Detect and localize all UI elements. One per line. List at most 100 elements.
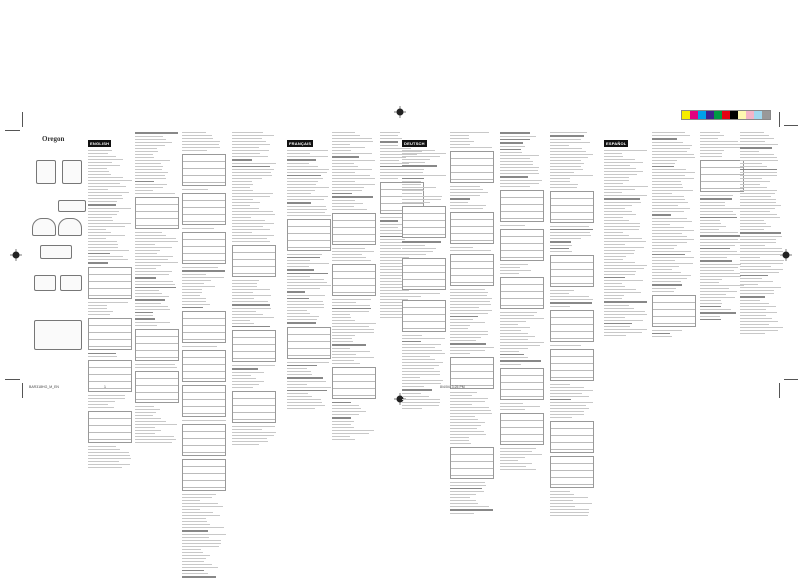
text-line: [135, 441, 173, 443]
text-line: [402, 196, 442, 197]
text-line: [332, 435, 351, 437]
text-line: [500, 344, 540, 346]
text-column: [232, 132, 276, 447]
text-line: [182, 573, 209, 574]
text-line: [700, 290, 737, 292]
text-line: [740, 193, 775, 194]
text-line: [402, 159, 430, 160]
text-line: [604, 310, 646, 312]
text-line: [604, 156, 624, 157]
text-line: [652, 263, 693, 264]
text-line: [500, 350, 520, 352]
text-line: [740, 141, 765, 142]
text-line: [652, 235, 688, 237]
text-line: [450, 322, 485, 323]
text-line: [88, 395, 126, 396]
text-line: [402, 184, 422, 185]
text-line: [450, 195, 481, 196]
text-line: [332, 359, 354, 361]
text-line: [380, 223, 423, 225]
text-line: [652, 178, 695, 179]
text-line: [182, 539, 222, 541]
text-line: [332, 153, 372, 154]
text-line: [232, 144, 271, 145]
text-line: [450, 201, 469, 203]
text-line: [332, 150, 352, 151]
text-line: [332, 168, 373, 170]
device-figure: [58, 200, 86, 212]
text-line: [380, 284, 419, 285]
text-line: [88, 310, 114, 312]
text-line: [88, 404, 108, 405]
text-line: [232, 226, 264, 227]
text-line: [182, 288, 203, 290]
text-line: [232, 428, 263, 430]
table: [88, 411, 132, 443]
text-line: [652, 214, 671, 216]
text-line: [287, 282, 327, 283]
text-line: [287, 269, 314, 271]
text-line: [135, 426, 155, 428]
text-line: [135, 174, 166, 176]
text-line: [740, 220, 765, 221]
text-line: [380, 165, 420, 167]
text-line: [380, 278, 402, 279]
table: [450, 151, 494, 183]
text-line: [232, 169, 274, 170]
text-line: [604, 186, 648, 187]
text-line: [380, 232, 406, 234]
text-line: [604, 189, 636, 190]
text-line: [380, 275, 412, 276]
text-line: [232, 371, 264, 373]
text-line: [550, 395, 589, 397]
text-line: [182, 536, 209, 538]
text-line: [380, 159, 400, 161]
table: [550, 456, 594, 488]
text-line: [740, 229, 764, 230]
text-line: [332, 165, 358, 167]
text-line: [604, 246, 645, 248]
text-line: [88, 246, 118, 248]
text-line: [135, 159, 170, 161]
text-line: [740, 244, 766, 246]
text-line: [550, 174, 593, 176]
text-line: [550, 293, 570, 294]
text-line: [287, 389, 328, 391]
text-line: [652, 181, 682, 182]
text-line: [182, 138, 213, 139]
table: [232, 245, 276, 277]
text-line: [402, 165, 437, 167]
text-line: [450, 303, 491, 305]
text-line: [232, 322, 255, 324]
text-line: [450, 288, 486, 290]
text-line: [652, 329, 682, 331]
text-line: [550, 500, 574, 501]
text-line: [740, 314, 767, 316]
text-line: [550, 150, 587, 152]
text-line: [652, 165, 675, 167]
text-line: [135, 363, 175, 365]
text-line: [135, 253, 157, 254]
text-line: [500, 145, 525, 147]
text-line: [450, 207, 483, 209]
text-line: [287, 368, 308, 369]
table: [287, 218, 331, 251]
text-line: [232, 238, 268, 239]
text-line: [652, 132, 686, 133]
text-line: [287, 193, 311, 194]
text-line: [380, 290, 409, 291]
text-line: [500, 323, 518, 325]
text-line: [402, 356, 431, 357]
text-line: [700, 132, 720, 133]
text-line: [402, 292, 441, 294]
text-line: [332, 253, 362, 255]
text-line: [740, 181, 771, 182]
text-line: [550, 138, 582, 140]
text-line: [604, 261, 636, 263]
text-line: [500, 314, 534, 316]
text-line: [550, 491, 571, 492]
text-line: [652, 217, 688, 219]
text-line: [88, 216, 112, 218]
color-swatch: [682, 111, 690, 119]
text-line: [287, 214, 331, 216]
